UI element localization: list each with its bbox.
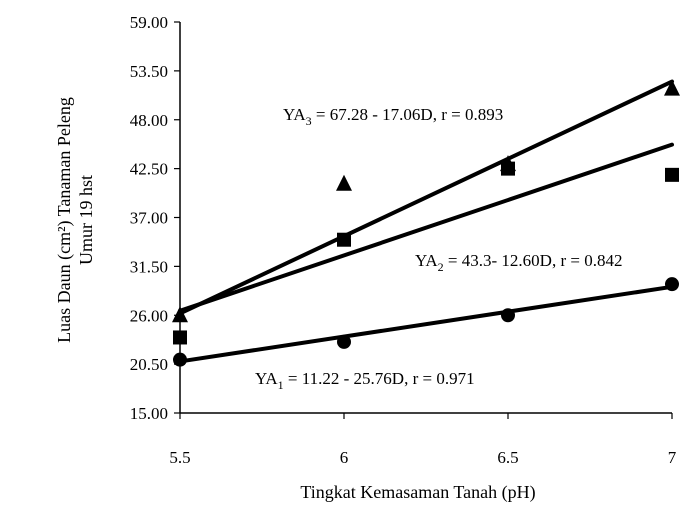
equation-ya1-subscript: 1 (278, 378, 284, 392)
axes (179, 22, 672, 414)
equation-ya3-text: = 67.28 - 17.06D, r = 0.893 (312, 105, 504, 124)
equation-ya2-prefix: YA (415, 251, 438, 270)
data-markers (172, 79, 680, 367)
y-tick-label: 48.00 (130, 111, 168, 130)
y-tick-label: 15.00 (130, 404, 168, 423)
y-ticks: 15.00 20.50 26.00 31.50 37.00 42.50 48.00 53.50… (130, 13, 180, 423)
y-tick-label: 42.50 (130, 160, 168, 179)
y-tick-label: 26.00 (130, 306, 168, 325)
trendline-ya3 (178, 79, 674, 316)
y-tick-label: 59.00 (130, 13, 168, 32)
data-point-ya1 (665, 277, 679, 292)
data-point-ya3 (664, 79, 680, 96)
data-point-ya3 (336, 174, 352, 191)
data-point-ya1 (337, 334, 351, 349)
trendline-ya1 (178, 284, 674, 364)
equation-ya1-prefix: YA (255, 369, 278, 388)
x-tick-label: 5.5 (169, 448, 190, 467)
data-point-ya2 (337, 232, 351, 247)
data-point-ya3 (172, 306, 188, 323)
equation-ya2: YA2 = 43.3- 12.60D, r = 0.842 (415, 251, 622, 274)
equation-ya3-prefix: YA (283, 105, 306, 124)
y-axis-title-line-2: Umur 19 hst (76, 175, 96, 265)
x-tick-label: 6 (340, 448, 349, 467)
y-tick-label: 31.50 (130, 257, 168, 276)
equation-ya1-text: = 11.22 - 25.76D, r = 0.971 (284, 369, 475, 388)
equation-ya2-text: = 43.3- 12.60D, r = 0.842 (444, 251, 623, 270)
y-axis-title-line-1: Luas Daun (cm²) Tanaman Peleng (54, 97, 75, 343)
y-tick-label: 37.00 (130, 209, 168, 228)
data-point-ya3 (500, 155, 516, 172)
equation-ya1: YA1 = 11.22 - 25.76D, r = 0.971 (255, 369, 475, 392)
y-tick-label: 53.50 (130, 62, 168, 81)
trendline-ya2 (178, 142, 674, 313)
x-axis-title: Tingkat Kemasaman Tanah (pH) (300, 482, 535, 503)
equation-ya2-subscript: 2 (438, 260, 444, 274)
equation-ya3: YA3 = 67.28 - 17.06D, r = 0.893 (283, 105, 503, 128)
x-ticks: 5.5 6 6.5 7 (169, 413, 677, 467)
x-tick-label: 7 (668, 448, 677, 467)
trendlines (178, 79, 674, 364)
data-point-ya2 (173, 330, 187, 345)
x-tick-label: 6.5 (497, 448, 518, 467)
data-point-ya1 (501, 308, 515, 323)
data-point-ya2 (665, 167, 679, 182)
y-axis-title: Luas Daun (cm²) Tanaman Peleng Umur 19 h… (54, 97, 96, 343)
equation-ya3-subscript: 3 (306, 114, 312, 128)
data-point-ya1 (173, 352, 187, 367)
y-tick-label: 20.50 (130, 355, 168, 374)
